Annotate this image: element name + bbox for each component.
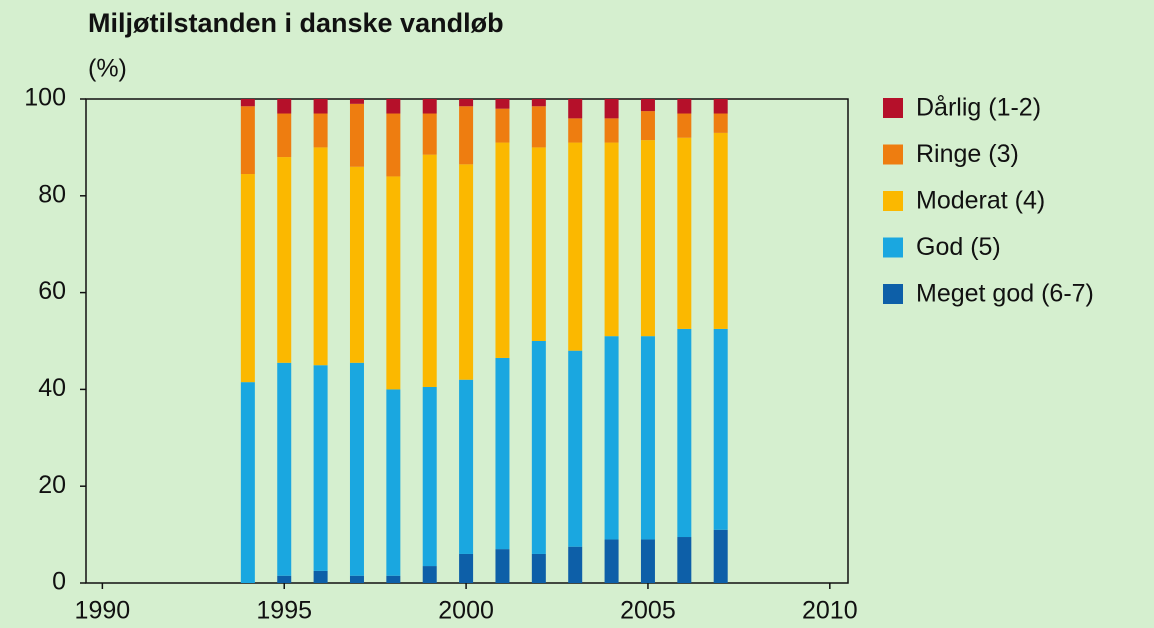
y-tick-label: 0 [52,568,66,596]
bar-segment [459,99,474,107]
bar-segment [422,566,437,583]
bar-segment [531,341,546,554]
bar-segment [349,575,364,583]
bar-segment [313,570,328,583]
bar-segment [240,99,255,107]
bar-segment [277,157,292,363]
bar-segment [677,137,692,329]
bar-segment [713,99,728,114]
legend-swatch [883,237,903,258]
x-tick-label: 2000 [438,597,494,625]
bar-segment [386,176,401,390]
bar-segment [640,336,655,540]
legend-label: Moderat (4) [916,187,1045,215]
bar-segment [386,389,401,576]
bar-segment [386,575,401,583]
bar-segment [349,103,364,167]
bar-segment [495,99,510,109]
bar-segment [240,106,255,175]
bar-segment [349,362,364,576]
legend-swatch [883,191,903,211]
y-tick-label: 60 [38,277,66,305]
bar-segment [277,113,292,158]
chart-title: Miljøtilstanden i danske vandløb [88,8,504,38]
bar-segment [495,142,510,358]
bar-segment [677,113,692,138]
bar-segment [604,99,619,119]
bar-segment [604,539,619,583]
bar-segment [713,328,728,530]
x-tick-label: 2010 [802,597,858,625]
bar-segment [495,549,510,583]
bar-segment [277,575,292,583]
bar-segment [459,553,474,583]
bar-segment [277,362,292,576]
legend-swatch [883,144,903,165]
bar-segment [313,365,328,571]
bar-segment [568,142,583,351]
y-tick-label: 40 [38,374,66,402]
bar-segment [640,140,655,337]
y-tick-label: 100 [24,84,66,112]
legend-label: Meget god (6-7) [916,280,1094,308]
bar-segment [677,328,692,538]
bar-segment [495,357,510,550]
bar-segment [240,174,255,383]
bar-segment [677,99,692,114]
bar-segment [604,336,619,540]
bar-segment [531,106,546,148]
bar-segment [495,108,510,143]
legend-swatch [883,284,903,304]
x-tick-label: 1995 [256,597,312,625]
bar-segment [531,553,546,583]
bar-segment [422,113,437,155]
x-tick-label: 2005 [620,597,676,625]
y-tick-label: 80 [38,180,66,208]
bar-segment [713,132,728,329]
bar-segment [531,99,546,107]
bar-segment [568,118,583,143]
bar-segment [277,99,292,114]
bar-segment [459,106,474,165]
bar-segment [386,113,401,177]
bar-segment [422,386,437,567]
bar-segment [313,147,328,366]
bar-segment [640,111,655,141]
bar-segment [713,529,728,583]
y-axis-label: (%) [88,55,127,83]
bar-segment [459,379,474,554]
bar-segment [640,539,655,583]
bar-segment [313,99,328,114]
legend-swatch [883,98,903,118]
bar-segment [568,350,583,547]
bar-segment [604,118,619,143]
x-tick-label: 1990 [75,597,131,625]
bar-segment [568,99,583,119]
bar-segment [422,154,437,387]
bar-segment [459,164,474,380]
bar-segment [604,142,619,337]
bar-segment [531,147,546,341]
bar-segment [713,113,728,133]
legend-label: Ringe (3) [916,140,1019,168]
bar-segment [568,546,583,583]
legend-label: Dårlig (1-2) [916,94,1041,122]
bar-segment [386,99,401,114]
bar-segment [422,99,437,114]
bar-segment [349,99,364,104]
bar-segment [677,537,692,583]
bar-segment [640,99,655,112]
bar-segment [313,113,328,148]
legend-label: God (5) [916,233,1001,261]
bar-segment [349,166,364,363]
bar-segment [240,382,255,583]
y-tick-label: 20 [38,471,66,499]
